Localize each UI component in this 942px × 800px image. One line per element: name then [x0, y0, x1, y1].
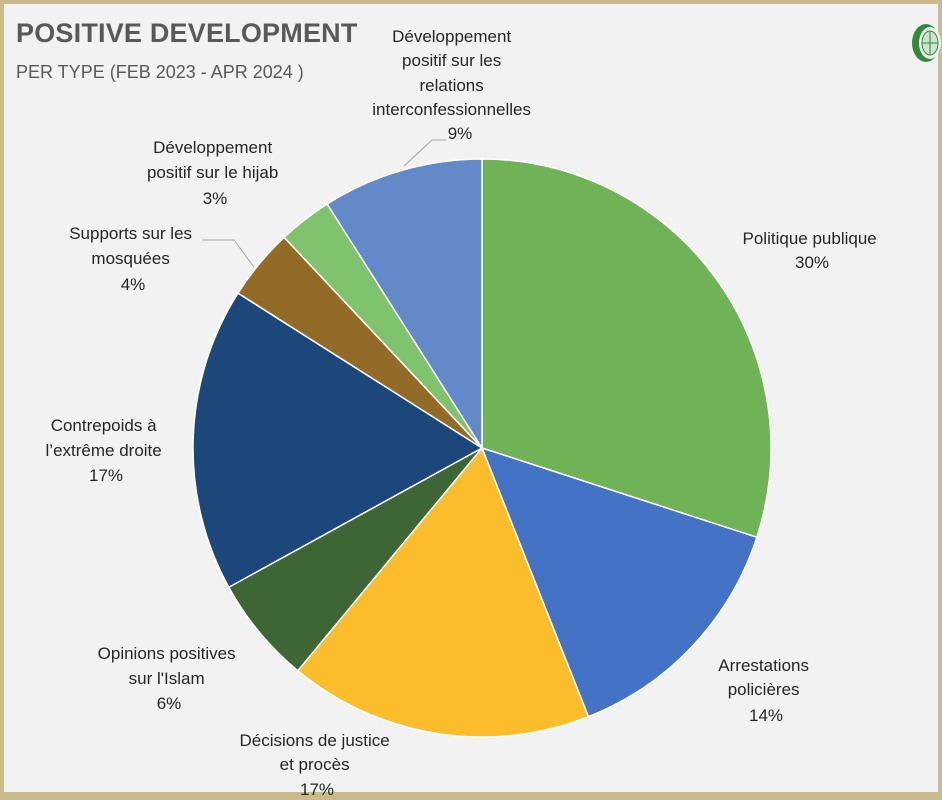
slice-label-hijab-line1: Développement — [153, 138, 272, 157]
slice-label-mosquees-line2: mosquées — [91, 249, 169, 268]
slice-label-hijab-line2: positif sur le hijab — [147, 163, 278, 182]
slice-label-opinions-line2: sur l'Islam — [129, 669, 205, 688]
slice-value-politique-publique: 30% — [795, 253, 829, 272]
slice-label-interconfessionnelles: Développement positif sur les relations … — [372, 27, 536, 143]
chart-title: POSITIVE DEVELOPMENT — [16, 18, 358, 48]
pie-slice-1 — [480, 446, 758, 718]
slice-value-opinions: 6% — [157, 694, 182, 713]
leader-line-mosquees — [202, 239, 255, 268]
pie-slice-4 — [192, 292, 484, 589]
slice-label-politique-publique: Politique publique 30% — [743, 229, 882, 272]
slice-value-interconf: 9% — [448, 124, 473, 143]
slice-value-decisions: 17% — [300, 780, 334, 799]
slice-label-arrestations-policieres: Arrestations policières 14% — [718, 656, 813, 725]
slice-label-interconf-line3: relations — [420, 76, 484, 95]
slice-label-opinions-line1: Opinions positives — [98, 644, 236, 663]
slice-value-contrepoids: 17% — [89, 466, 123, 485]
slice-label-politique-publique-line1: Politique publique — [743, 229, 877, 248]
leader-lines — [202, 139, 446, 268]
pie-chart: Politique publique 30% Arrestations poli… — [46, 27, 882, 799]
slice-value-hijab: 3% — [203, 189, 228, 208]
slice-label-interconf-line4: interconfessionnelles — [372, 100, 531, 119]
chart-subtitle: PER TYPE (FEB 2023 - APR 2024 ) — [16, 62, 304, 82]
slice-label-arrestations-line2: policières — [728, 680, 800, 699]
leader-line-interconfessionnelles — [403, 139, 446, 167]
slice-label-contrepoids-line2: l’extrême droite — [46, 441, 162, 460]
slice-label-opinions-positives: Opinions positives sur l'Islam 6% — [98, 644, 241, 713]
slice-value-arrestations: 14% — [749, 706, 783, 725]
slice-label-decisions-de-justice: Décisions de justice et procès 17% — [240, 731, 395, 799]
slice-label-arrestations-line1: Arrestations — [718, 656, 809, 675]
pie-slice-0 — [481, 158, 772, 539]
slice-label-contrepoids-line1: Contrepoids à — [51, 416, 157, 435]
slice-label-interconf-line1: Développement — [392, 27, 511, 46]
slice-value-mosquees: 4% — [121, 275, 146, 294]
slice-label-interconf-line2: positif sur les — [402, 51, 501, 70]
pie-slice-7 — [326, 158, 483, 451]
slice-label-contrepoids: Contrepoids à l’extrême droite 17% — [46, 416, 167, 485]
slice-label-hijab: Développement positif sur le hijab 3% — [147, 138, 283, 208]
slice-label-mosquees-line1: Supports sur les — [69, 224, 192, 243]
slice-label-decisions-line1: Décisions de justice — [240, 731, 390, 750]
crescent-globe-logo-icon — [912, 24, 941, 62]
pie-slices — [192, 158, 772, 738]
pie-slice-2 — [296, 446, 590, 738]
slice-label-decisions-line2: et procès — [280, 755, 350, 774]
slice-label-supports-mosquees: Supports sur les mosquées 4% — [69, 224, 197, 294]
